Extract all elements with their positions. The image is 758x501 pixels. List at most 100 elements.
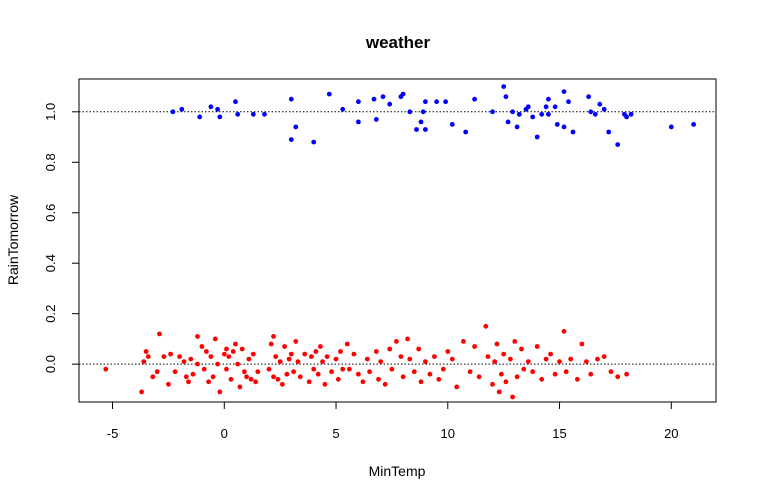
data-point bbox=[356, 99, 361, 105]
data-point bbox=[277, 359, 283, 364]
data-point bbox=[414, 127, 419, 132]
data-point bbox=[150, 374, 156, 380]
data-point bbox=[199, 344, 205, 349]
data-point bbox=[197, 114, 203, 120]
plot-frame bbox=[78, 78, 717, 403]
data-point bbox=[324, 354, 330, 359]
data-point bbox=[248, 376, 254, 382]
data-point bbox=[608, 369, 614, 375]
data-point bbox=[288, 96, 294, 102]
data-point bbox=[246, 356, 252, 362]
data-point bbox=[344, 341, 350, 347]
data-point bbox=[443, 99, 448, 105]
data-point bbox=[624, 371, 629, 377]
x-tick-label: 0 bbox=[221, 426, 228, 441]
data-point bbox=[190, 371, 196, 377]
data-point bbox=[208, 104, 214, 110]
x-tick-label: 15 bbox=[552, 426, 566, 441]
data-point bbox=[503, 379, 509, 385]
data-point bbox=[624, 114, 629, 120]
data-point bbox=[186, 379, 191, 385]
data-point bbox=[436, 376, 442, 382]
data-point bbox=[561, 124, 567, 130]
data-point bbox=[494, 341, 500, 347]
data-point bbox=[499, 371, 504, 377]
data-point bbox=[367, 369, 372, 375]
data-point bbox=[530, 114, 536, 120]
data-point bbox=[405, 336, 410, 342]
data-point bbox=[271, 334, 276, 339]
data-point bbox=[273, 354, 279, 359]
data-point bbox=[420, 109, 426, 115]
data-point bbox=[510, 109, 515, 115]
data-point bbox=[601, 106, 607, 112]
data-point bbox=[170, 109, 176, 115]
data-point bbox=[521, 366, 527, 372]
data-point bbox=[568, 356, 574, 362]
data-point bbox=[543, 356, 549, 362]
data-point bbox=[514, 124, 520, 130]
data-point bbox=[224, 366, 229, 372]
data-point bbox=[472, 96, 477, 102]
data-point bbox=[400, 91, 406, 97]
data-point bbox=[284, 371, 290, 377]
data-point bbox=[271, 374, 276, 380]
data-point bbox=[373, 117, 379, 122]
data-point bbox=[427, 371, 433, 377]
data-point bbox=[293, 124, 299, 130]
data-point bbox=[237, 384, 243, 390]
x-tick-label: 20 bbox=[664, 426, 678, 441]
data-point bbox=[322, 381, 328, 387]
data-point bbox=[226, 354, 232, 359]
data-point bbox=[501, 84, 507, 89]
chart-title: weather bbox=[365, 33, 431, 52]
data-point bbox=[255, 369, 261, 375]
data-point bbox=[250, 351, 256, 357]
data-point bbox=[483, 323, 489, 329]
data-point bbox=[530, 369, 536, 375]
data-point bbox=[461, 339, 466, 344]
data-point bbox=[554, 122, 560, 127]
data-point bbox=[282, 344, 287, 349]
data-point bbox=[201, 366, 207, 372]
data-point bbox=[490, 109, 495, 115]
data-point bbox=[183, 374, 189, 380]
data-point bbox=[492, 359, 498, 364]
data-point bbox=[514, 374, 520, 380]
data-point bbox=[476, 374, 482, 380]
data-point bbox=[188, 356, 194, 362]
data-point bbox=[440, 366, 446, 372]
y-tick-label: 0.6 bbox=[43, 204, 58, 222]
data-point bbox=[233, 341, 238, 347]
data-point bbox=[373, 349, 379, 354]
data-point bbox=[510, 394, 515, 400]
data-point bbox=[597, 101, 603, 107]
data-point bbox=[380, 94, 386, 100]
data-point bbox=[552, 104, 558, 110]
data-point bbox=[335, 376, 341, 382]
data-point bbox=[546, 96, 551, 102]
x-tick-label: 10 bbox=[441, 426, 455, 441]
data-point bbox=[434, 99, 439, 105]
data-point bbox=[516, 111, 522, 117]
data-point bbox=[210, 374, 216, 380]
data-point bbox=[309, 354, 314, 359]
data-point bbox=[364, 356, 370, 362]
data-point bbox=[548, 351, 553, 357]
data-point bbox=[239, 346, 245, 352]
data-point bbox=[400, 374, 406, 380]
data-point bbox=[449, 122, 455, 127]
data-point bbox=[445, 349, 451, 354]
data-point bbox=[168, 351, 174, 357]
data-point bbox=[235, 361, 241, 367]
data-point bbox=[534, 134, 540, 140]
data-point bbox=[161, 354, 167, 359]
data-point bbox=[411, 369, 417, 375]
reference-lines bbox=[79, 111, 716, 365]
data-point bbox=[378, 359, 384, 364]
data-point bbox=[326, 91, 332, 97]
data-point bbox=[215, 106, 221, 112]
data-point bbox=[347, 366, 352, 372]
x-tick-label: -5 bbox=[107, 426, 119, 441]
